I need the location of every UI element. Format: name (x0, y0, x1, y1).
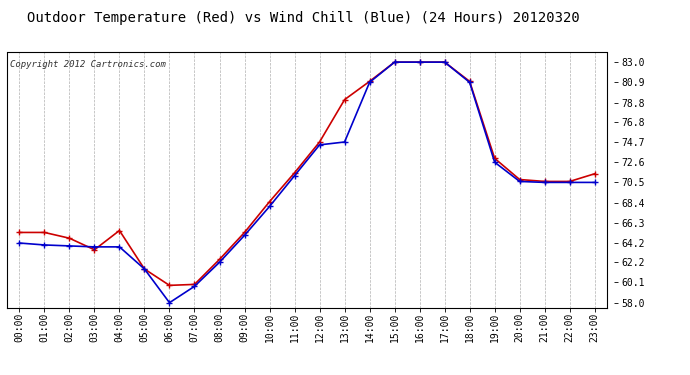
Text: Outdoor Temperature (Red) vs Wind Chill (Blue) (24 Hours) 20120320: Outdoor Temperature (Red) vs Wind Chill … (27, 11, 580, 25)
Text: Copyright 2012 Cartronics.com: Copyright 2012 Cartronics.com (10, 60, 166, 69)
